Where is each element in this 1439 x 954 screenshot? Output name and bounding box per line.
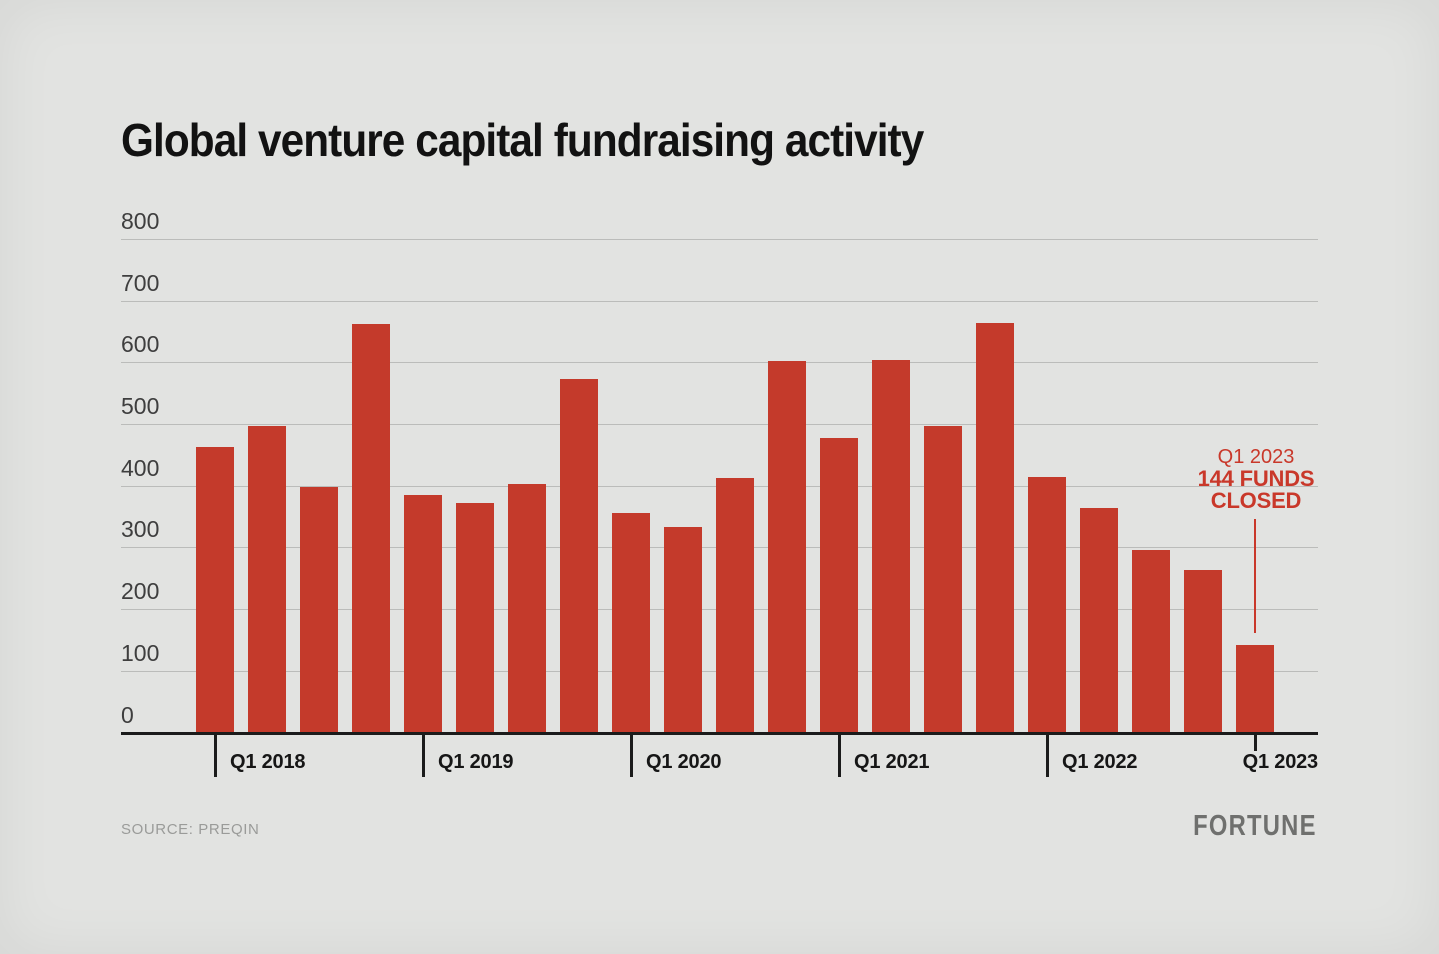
x-axis-label-q1-2019: Q1 2019 (438, 751, 514, 773)
x-axis-label-q1-2022: Q1 2022 (1062, 751, 1138, 773)
x-axis-label-q1-2020: Q1 2020 (646, 751, 722, 773)
gridline-600 (121, 362, 1318, 364)
x-tick-q1-2023 (1254, 735, 1257, 751)
bar-q4-2020 (768, 360, 806, 734)
bar-q1-2019 (404, 495, 442, 734)
y-axis-label-700: 700 (121, 269, 160, 296)
gridline-800 (121, 239, 1318, 240)
bar-q3-2022 (1132, 550, 1170, 734)
bar-q4-2022 (1184, 569, 1222, 734)
y-axis-label-600: 600 (121, 331, 160, 358)
chart: 0 100 200 300 400 500 600 700 800 Q1 2018 Q1 2019… (121, 199, 1318, 799)
x-tick-q1-2019 (422, 735, 425, 777)
bar-q2-2020 (664, 526, 702, 734)
gridline-500 (121, 424, 1318, 426)
y-axis-label-100: 100 (121, 639, 160, 666)
source-note: SOURCE: PREQIN (121, 821, 260, 838)
bar-q1-2018 (196, 447, 234, 734)
bar-q3-2021 (924, 425, 962, 734)
annotation-leader-line (1254, 519, 1256, 633)
bar-q1-2023 (1236, 645, 1274, 734)
y-axis-label-0: 0 (121, 701, 134, 728)
bar-q1-2021 (820, 437, 858, 734)
bar-q4-2021 (976, 323, 1014, 734)
x-tick-q1-2018 (214, 735, 217, 777)
y-axis-label-200: 200 (121, 578, 160, 605)
x-tick-q1-2021 (838, 735, 841, 777)
x-axis-baseline (121, 732, 1318, 735)
y-axis-label-400: 400 (121, 454, 160, 481)
annotation-value-label-2: CLOSED (1210, 488, 1302, 513)
x-tick-q1-2020 (630, 735, 633, 777)
x-axis-label-q1-2018: Q1 2018 (230, 751, 306, 773)
bar-q4-2018 (352, 323, 390, 734)
x-axis-label-q1-2023: Q1 2023 (1242, 751, 1319, 773)
x-axis-label-q1-2021: Q1 2021 (854, 751, 930, 773)
bar-q1-2022 (1028, 477, 1066, 734)
bar-q2-2018 (248, 425, 286, 734)
callout-annotation: Q1 2023 144 FUNDS CLOSED (1198, 446, 1315, 512)
bar-q3-2020 (716, 477, 754, 734)
bar-q2-2019 (456, 502, 494, 734)
bar-q3-2018 (300, 487, 338, 734)
bar-q3-2019 (508, 484, 546, 734)
bar-q2-2022 (1080, 508, 1118, 734)
y-axis-label-500: 500 (121, 393, 160, 420)
annotation-quarter-label: Q1 2023 (1217, 446, 1295, 468)
chart-title: Global venture capital fundraising activ… (121, 114, 924, 166)
bar-q1-2020 (612, 513, 650, 734)
annotation-value-label: 144 FUNDS (1197, 466, 1315, 491)
y-axis-label-800: 800 (121, 208, 160, 234)
bar-q4-2019 (560, 379, 598, 734)
x-tick-q1-2022 (1046, 735, 1049, 777)
fortune-logo: FORTUNE (1193, 810, 1317, 842)
y-axis-label-300: 300 (121, 516, 160, 543)
gridline-700 (121, 300, 1318, 302)
bar-q2-2021 (872, 360, 910, 734)
